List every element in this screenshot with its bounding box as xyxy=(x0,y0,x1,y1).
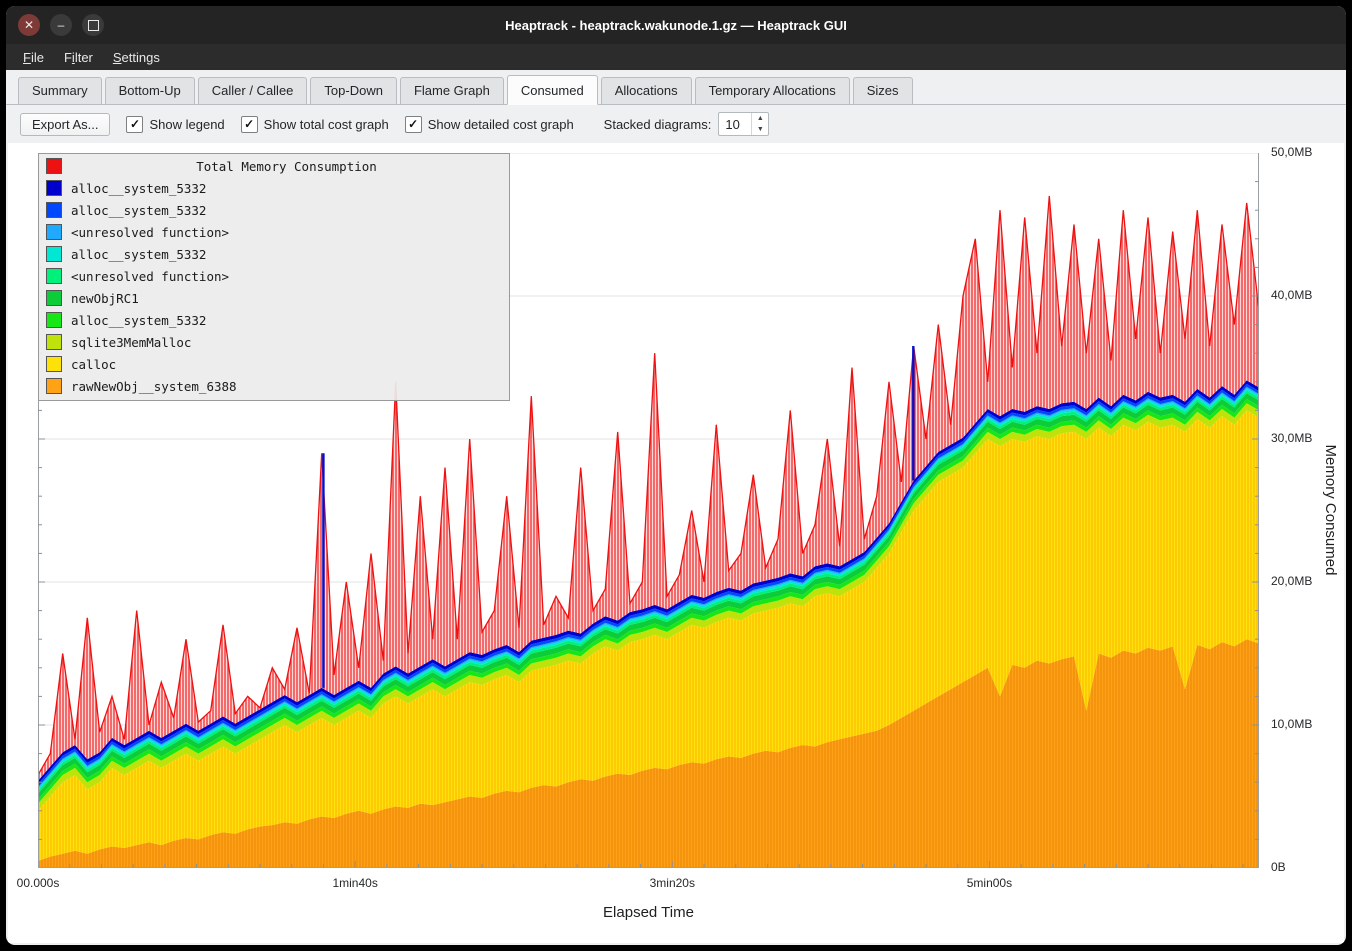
tab-summary[interactable]: Summary xyxy=(18,77,102,104)
legend-label: alloc__system_5332 xyxy=(71,246,207,262)
chart-plot-canvas[interactable] xyxy=(38,153,1259,868)
legend-swatch xyxy=(46,180,62,196)
legend-item: alloc__system_5332 xyxy=(39,199,509,221)
legend-swatch xyxy=(46,356,62,372)
legend-item: <unresolved function> xyxy=(39,265,509,287)
export-as-button[interactable]: Export As... xyxy=(20,112,111,136)
legend-title-swatch xyxy=(46,158,62,174)
maximize-icon xyxy=(87,19,99,31)
legend-item: <unresolved function> xyxy=(39,221,509,243)
y-tick-label: 30,0MB xyxy=(1271,431,1313,445)
legend-label: rawNewObj__system_6388 xyxy=(71,378,237,394)
y-tick-label: 0B xyxy=(1271,860,1286,874)
tab-flame-graph[interactable]: Flame Graph xyxy=(399,77,504,104)
checkbox-icon: ✓ xyxy=(126,115,144,133)
legend-label: alloc__system_5332 xyxy=(71,312,207,328)
chart-legend: Total Memory Consumption alloc__system_5… xyxy=(38,153,510,401)
y-tick-label: 40,0MB xyxy=(1271,288,1313,302)
spinner-value[interactable]: 10 xyxy=(725,116,740,132)
y-tick-label: 50,0MB xyxy=(1271,145,1313,159)
close-button[interactable]: ✕ xyxy=(18,14,40,36)
legend-item: alloc__system_5332 xyxy=(39,177,509,199)
legend-item: alloc__system_5332 xyxy=(39,243,509,265)
window-title: Heaptrack - heaptrack.wakunode.1.gz — He… xyxy=(505,17,847,33)
stacked-diagrams-label: Stacked diagrams: xyxy=(603,116,712,132)
spinner-up-icon[interactable]: ▲ xyxy=(756,115,764,122)
legend-label: sqlite3MemMalloc xyxy=(71,334,192,350)
menu-settings[interactable]: Settings xyxy=(112,49,160,65)
tab-sizes[interactable]: Sizes xyxy=(852,77,913,104)
y-tick-label: 10,0MB xyxy=(1271,717,1313,731)
legend-item: alloc__system_5332 xyxy=(39,309,509,331)
toolbar: Export As... ✓ Show legend ✓ Show total cos… xyxy=(6,105,1346,143)
tab-consumed[interactable]: Consumed xyxy=(506,75,598,105)
checkbox-show-legend[interactable]: ✓ Show legend xyxy=(126,115,225,133)
legend-label: newObjRC1 xyxy=(71,290,139,306)
tab-allocations[interactable]: Allocations xyxy=(600,77,692,104)
tab-top-down[interactable]: Top-Down xyxy=(310,77,397,104)
menu-filter[interactable]: Filter xyxy=(63,49,93,65)
x-tick-label: 3min20s xyxy=(649,876,695,890)
legend-title: Total Memory Consumption xyxy=(196,158,377,174)
legend-label: calloc xyxy=(71,356,117,372)
legend-item: newObjRC1 xyxy=(39,287,509,309)
legend-swatch xyxy=(46,290,62,306)
menubar: File Filter Settings xyxy=(6,44,1346,70)
titlebar[interactable]: ✕ – Heaptrack - heaptrack.wakunode.1.gz —… xyxy=(6,6,1346,44)
legend-swatch xyxy=(46,224,62,240)
legend-swatch xyxy=(46,378,62,394)
y-axis-title: Memory Consumed xyxy=(1322,444,1339,576)
legend-swatch xyxy=(46,202,62,218)
checkbox-icon: ✓ xyxy=(240,115,258,133)
legend-label: <unresolved function> xyxy=(71,224,230,240)
x-axis-title: Elapsed Time xyxy=(603,904,694,921)
checkbox-label: Show legend xyxy=(149,116,225,132)
x-tick-label: 1min40s xyxy=(332,876,378,890)
minimize-button[interactable]: – xyxy=(50,14,72,36)
legend-item: rawNewObj__system_6388 xyxy=(39,375,509,397)
legend-item: calloc xyxy=(39,353,509,375)
tab-bottom-up[interactable]: Bottom-Up xyxy=(104,77,195,104)
tab-caller-callee[interactable]: Caller / Callee xyxy=(197,77,308,104)
legend-label: <unresolved function> xyxy=(71,268,230,284)
x-tick-label: 5min00s xyxy=(966,876,1013,890)
spinner-down-icon[interactable]: ▼ xyxy=(756,126,764,133)
window-controls: ✕ – xyxy=(18,6,104,44)
legend-swatch xyxy=(46,246,62,262)
y-tick-label: 20,0MB xyxy=(1271,574,1313,588)
stacked-diagrams-group: Stacked diagrams: 10 ▲ ▼ xyxy=(604,112,770,136)
toolbar-checkboxes: ✓ Show legend ✓ Show total cost graph ✓ Show … xyxy=(126,115,574,133)
stacked-diagrams-spinner[interactable]: 10 ▲ ▼ xyxy=(718,112,770,136)
legend-swatch xyxy=(46,268,62,284)
checkbox-show-detailed-cost-graph[interactable]: ✓ Show detailed cost graph xyxy=(404,115,574,133)
checkbox-show-total-cost-graph[interactable]: ✓ Show total cost graph xyxy=(240,115,389,133)
legend-swatch xyxy=(46,312,62,328)
x-tick-label: 00.000s xyxy=(16,876,60,890)
maximize-button[interactable] xyxy=(82,14,104,36)
menu-file[interactable]: File xyxy=(23,49,44,65)
legend-label: alloc__system_5332 xyxy=(71,202,207,218)
legend-item: sqlite3MemMalloc xyxy=(39,331,509,353)
checkbox-label: Show total cost graph xyxy=(263,116,389,132)
legend-label: alloc__system_5332 xyxy=(71,180,207,196)
legend-title-row: Total Memory Consumption xyxy=(39,155,509,177)
legend-swatch xyxy=(46,334,62,350)
memory-consumption-chart[interactable]: Total Memory Consumption alloc__system_5… xyxy=(8,143,1344,943)
checkbox-label: Show detailed cost graph xyxy=(427,116,574,132)
tab-temporary-allocations[interactable]: Temporary Allocations xyxy=(694,77,850,104)
checkbox-icon: ✓ xyxy=(404,115,422,133)
tab-bar: Summary Bottom-Up Caller / Callee Top-Down F… xyxy=(6,70,1346,105)
